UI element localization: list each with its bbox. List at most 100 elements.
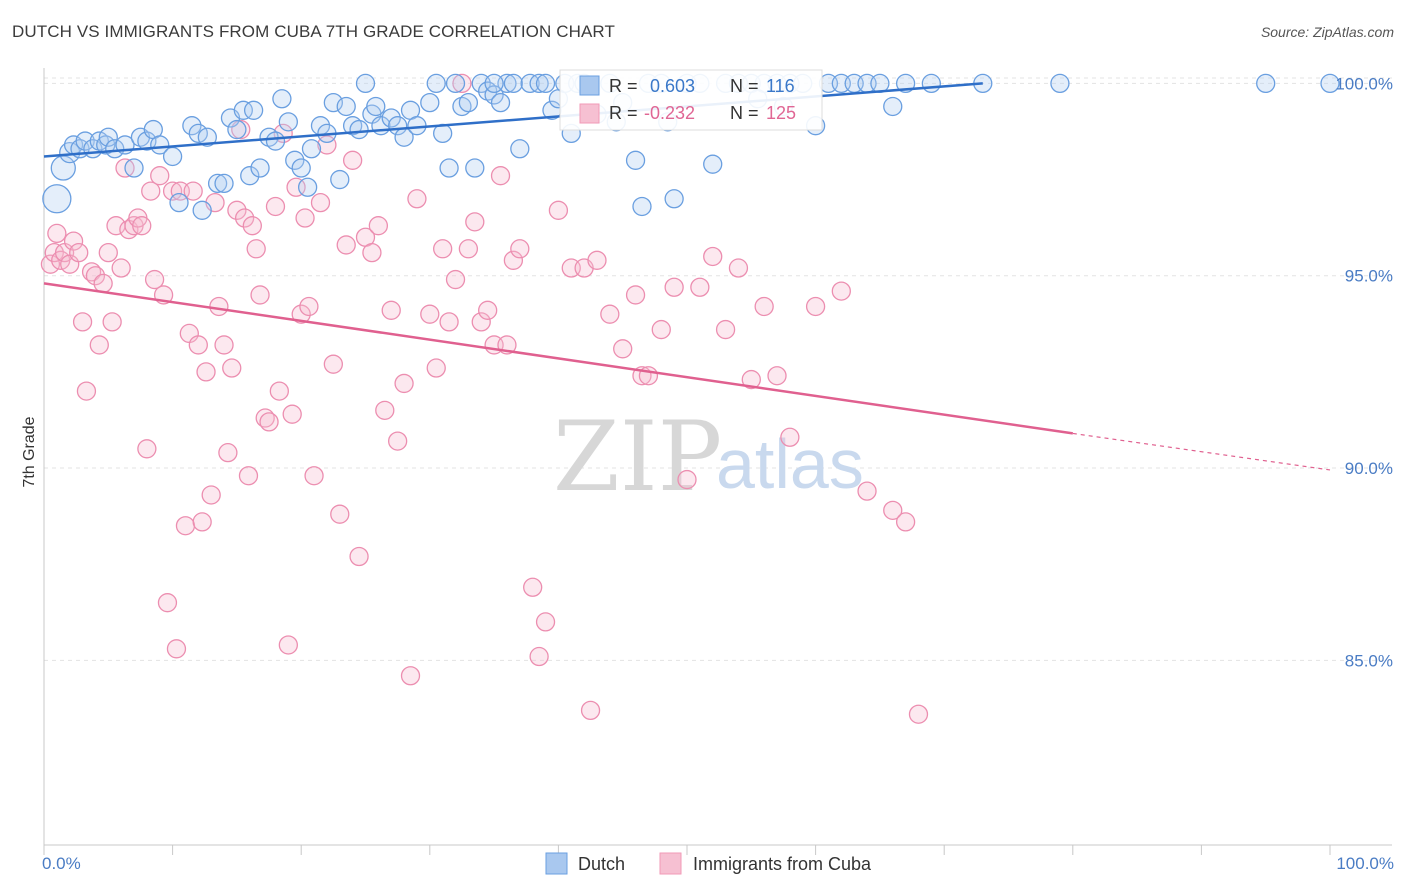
data-point xyxy=(222,358,242,378)
data-point xyxy=(387,431,408,451)
data-point xyxy=(265,131,286,151)
data-point xyxy=(243,100,264,120)
data-point xyxy=(63,231,84,251)
data-point xyxy=(445,73,466,94)
data-point xyxy=(510,239,530,259)
stats-n-label-dutch: N = xyxy=(730,76,759,96)
data-point xyxy=(238,466,259,486)
data-point xyxy=(47,223,67,244)
stats-legend: R = 0.603 N = 116 R = -0.232 N = 125 xyxy=(559,69,823,131)
data-point xyxy=(227,119,247,140)
y-tick-label: 85.0% xyxy=(1345,651,1393,670)
data-point xyxy=(366,96,386,117)
data-point xyxy=(1320,73,1340,94)
data-point xyxy=(921,73,941,94)
data-point xyxy=(214,173,234,194)
data-point xyxy=(625,285,646,305)
data-point xyxy=(330,504,350,524)
data-point xyxy=(394,373,414,394)
data-point xyxy=(767,366,787,386)
data-point xyxy=(741,369,761,390)
data-point xyxy=(301,139,322,159)
data-point xyxy=(40,254,61,274)
data-point xyxy=(420,92,440,113)
data-point xyxy=(272,89,292,109)
data-point xyxy=(44,242,64,263)
legend-swatch-cuba xyxy=(659,852,682,875)
stats-n-value-cuba: 125 xyxy=(766,103,796,123)
data-point xyxy=(297,177,318,197)
data-point xyxy=(349,119,369,140)
data-point xyxy=(1256,73,1276,94)
stats-n-value-dutch: 116 xyxy=(766,76,795,96)
data-point xyxy=(111,258,131,278)
data-point xyxy=(299,296,319,317)
data-point xyxy=(98,127,118,147)
legend-label-dutch: Dutch xyxy=(578,854,625,874)
data-point xyxy=(196,362,216,382)
data-point xyxy=(285,150,305,170)
stats-r-value-dutch: 0.603 xyxy=(650,76,695,96)
data-point xyxy=(362,242,382,263)
data-point xyxy=(209,296,229,317)
data-point xyxy=(330,169,350,190)
data-point xyxy=(89,335,109,355)
data-point xyxy=(381,108,401,128)
data-point xyxy=(651,319,671,340)
data-point xyxy=(98,242,118,263)
data-point xyxy=(250,158,270,178)
data-point xyxy=(182,116,202,136)
watermark-atlas: atlas xyxy=(716,425,864,503)
data-point xyxy=(75,131,95,151)
data-point xyxy=(1050,73,1070,94)
data-point xyxy=(132,216,152,236)
data-point xyxy=(703,246,723,267)
data-point xyxy=(458,92,479,113)
stats-r-value-cuba: -0.232 xyxy=(644,103,695,123)
data-point xyxy=(162,181,183,201)
x-tick-label-max: 100.0% xyxy=(1336,854,1394,873)
y-tick-label: 100.0% xyxy=(1335,74,1393,93)
data-point xyxy=(342,150,363,170)
data-point xyxy=(510,139,530,159)
data-point xyxy=(175,516,196,536)
data-point xyxy=(445,269,466,290)
data-point xyxy=(523,577,543,597)
bottom-legend: Dutch Immigrants from Cuba xyxy=(545,852,872,875)
data-point xyxy=(503,250,524,270)
data-point xyxy=(690,277,710,297)
data-point xyxy=(728,258,749,278)
data-point xyxy=(291,304,311,324)
trend-line-cuba-extension xyxy=(1072,432,1331,471)
data-point xyxy=(664,277,684,297)
data-point xyxy=(169,192,189,213)
data-point xyxy=(458,239,479,259)
data-point xyxy=(233,100,253,120)
data-point xyxy=(478,300,498,320)
data-point xyxy=(240,166,260,186)
data-point xyxy=(703,154,723,174)
data-point xyxy=(375,400,395,420)
data-point xyxy=(259,412,279,432)
data-point xyxy=(490,166,511,186)
trend-line-cuba xyxy=(43,282,1073,435)
data-point xyxy=(381,300,401,320)
stats-n-label-cuba: N = xyxy=(730,103,759,123)
data-point xyxy=(197,127,217,147)
data-point xyxy=(484,85,504,105)
data-point xyxy=(192,512,212,532)
data-point xyxy=(471,312,491,332)
data-point xyxy=(124,158,144,178)
data-point xyxy=(336,96,356,117)
data-point xyxy=(465,158,485,178)
data-point xyxy=(420,304,440,324)
axes xyxy=(43,68,1392,855)
data-point xyxy=(484,73,504,94)
data-point xyxy=(188,335,208,355)
data-point xyxy=(632,196,652,217)
data-point xyxy=(439,158,459,178)
data-point xyxy=(433,239,453,259)
data-point xyxy=(150,135,170,155)
trend-lines xyxy=(43,82,1331,471)
data-point xyxy=(400,666,421,686)
